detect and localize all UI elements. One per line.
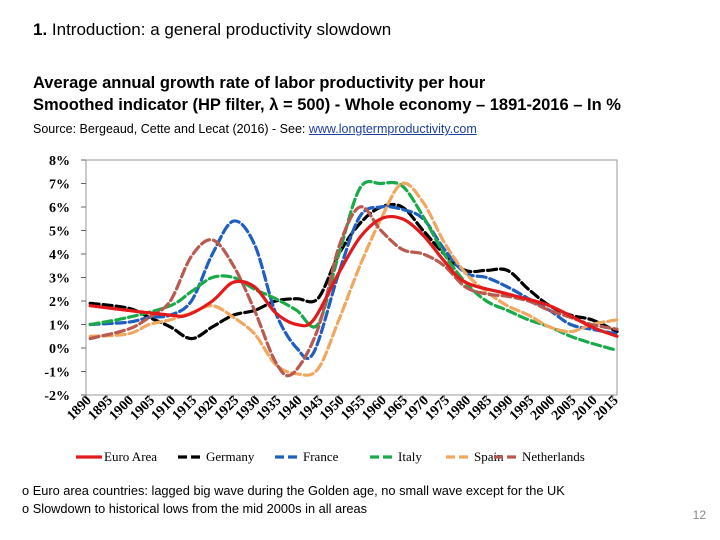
slide-title-text: Introduction: a general productivity slo…: [47, 20, 392, 39]
chart-subtitle: Average annual growth rate of labor prod…: [33, 72, 621, 116]
slide-number-prefix: 1.: [33, 20, 48, 39]
series-line-netherlands: [88, 205, 619, 378]
page-number: 12: [692, 508, 706, 522]
legend-label: Netherlands: [522, 449, 585, 464]
source-link[interactable]: www.longtermproductivity.com: [308, 122, 477, 136]
x-tick-label: 2015: [591, 393, 621, 423]
bullet-item-1: o Euro area countries: lagged big wave d…: [22, 482, 565, 500]
y-axis: 8% 7% 6% 5% 4% 3% 2% 1% 0% -1% -2%: [44, 154, 86, 404]
bullet-marker: o: [22, 501, 30, 516]
legend-label: France: [303, 449, 339, 464]
y-tick-label: 5%: [49, 225, 70, 240]
y-tick-label: -1%: [44, 366, 70, 381]
y-tick-label: 8%: [49, 154, 70, 169]
legend-label: Germany: [206, 449, 255, 464]
y-tick-label: 7%: [49, 178, 70, 193]
legend-label: Euro Area: [104, 449, 157, 464]
y-tick-label: -2%: [44, 389, 70, 404]
slide-title: 1. Introduction: a general productivity …: [33, 20, 391, 40]
chart-gridlines: [85, 159, 618, 396]
series-line-italy: [88, 179, 619, 352]
bullet-text: Slowdown to historical lows from the mid…: [32, 501, 367, 516]
series-line-euro-area: [88, 214, 619, 338]
subtitle-line-2: Smoothed indicator (HP filter, λ = 500) …: [33, 96, 621, 114]
bullet-marker: o: [22, 483, 30, 498]
y-tick-label: 0%: [49, 342, 70, 357]
bullet-text: Euro area countries: lagged big wave dur…: [32, 483, 565, 498]
productivity-line-chart: 8% 7% 6% 5% 4% 3% 2% 1% 0% -1% -2% 189018951900190…: [44, 154, 621, 464]
chart-series: [88, 179, 619, 378]
y-tick-label: 4%: [49, 248, 70, 263]
bullet-list: o Euro area countries: lagged big wave d…: [22, 482, 565, 518]
x-axis: 1890189519001905191019151920192519301935…: [64, 393, 621, 423]
subtitle-line-1: Average annual growth rate of labor prod…: [33, 74, 486, 92]
y-tick-label: 1%: [49, 319, 70, 334]
y-tick-label: 2%: [49, 295, 70, 310]
bullet-item-2: o Slowdown to historical lows from the m…: [22, 500, 565, 518]
legend-label: Spain: [474, 449, 504, 464]
series-line-germany: [88, 202, 619, 341]
source-note: Source: Bergeaud, Cette and Lecat (2016)…: [33, 122, 477, 136]
y-tick-label: 6%: [49, 201, 70, 216]
legend-label: Italy: [398, 449, 422, 464]
source-text: Source: Bergeaud, Cette and Lecat (2016)…: [33, 122, 309, 136]
plot-area-border: [85, 159, 618, 396]
chart-legend: Euro Area Germany France Italy Spain Netherla…: [76, 449, 585, 464]
y-tick-label: 3%: [49, 272, 70, 287]
